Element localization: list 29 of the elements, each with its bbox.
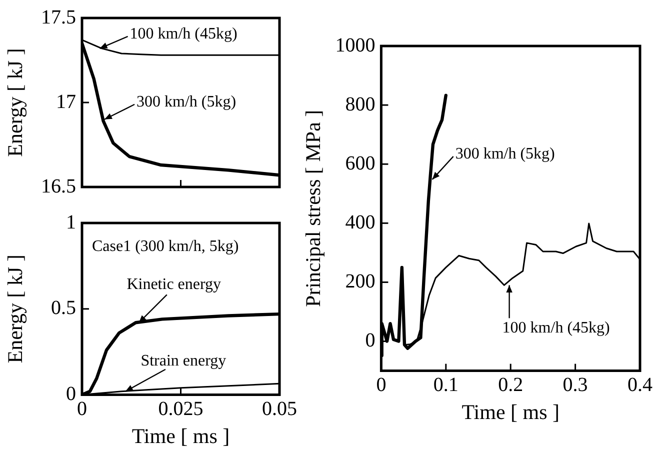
- x-axis-title: Time [ ms ]: [132, 424, 230, 448]
- x-tick-label: 0.4: [628, 374, 652, 396]
- x-axis-title: Time [ ms ]: [462, 400, 560, 424]
- annotation: 300 km/h (5kg): [455, 146, 555, 163]
- y-axis-title: Principal stress [ MPa ]: [301, 110, 326, 307]
- y-tick-label: 0.5: [51, 297, 76, 320]
- x-tick-label: 0.025: [158, 398, 204, 420]
- y-axis-title: Energy [ kJ ]: [3, 48, 28, 157]
- x-tick-label: 0.3: [562, 374, 588, 396]
- x-tick-label: 0.05: [262, 398, 297, 420]
- y-tick-label: 1: [66, 211, 76, 234]
- y-tick-label: 200: [345, 270, 376, 292]
- annotation: 300 km/h (5kg): [136, 94, 236, 111]
- annotation: 100 km/h (45kg): [502, 319, 610, 336]
- y-tick-label: 0: [365, 330, 376, 352]
- x-tick-label: 0.1: [433, 374, 458, 396]
- y-tick-label: 16.5: [41, 175, 76, 198]
- annotation: 100 km/h (45kg): [130, 26, 238, 43]
- y-tick-label: 1000: [335, 34, 376, 56]
- y-axis-title: Energy [ kJ ]: [3, 254, 28, 364]
- y-tick-label: 600: [345, 152, 376, 174]
- x-tick-label: 0.2: [498, 374, 524, 396]
- y-tick-label: 17.5: [41, 6, 76, 28]
- annotation: Kinetic energy: [126, 276, 222, 293]
- y-tick-label: 800: [345, 93, 376, 116]
- annotation: Strain energy: [140, 352, 226, 370]
- y-tick-label: 17: [56, 90, 76, 113]
- y-tick-label: 400: [345, 211, 376, 234]
- annotation: Case1 (300 km/h, 5kg): [92, 238, 239, 256]
